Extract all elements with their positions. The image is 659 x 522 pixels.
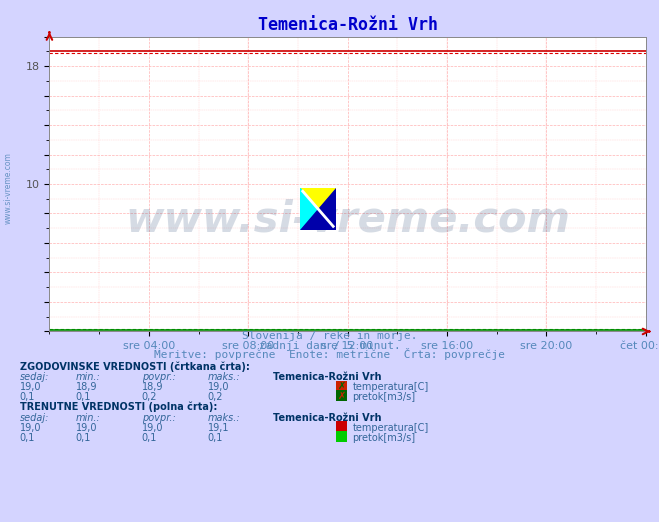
Text: Temenica-Rožni Vrh: Temenica-Rožni Vrh (273, 372, 382, 382)
Text: 0,1: 0,1 (142, 433, 157, 443)
Text: Temenica-Rožni Vrh: Temenica-Rožni Vrh (273, 413, 382, 423)
Text: pretok[m3/s]: pretok[m3/s] (353, 392, 416, 402)
Text: ZGODOVINSKE VREDNOSTI (črtkana črta):: ZGODOVINSKE VREDNOSTI (črtkana črta): (20, 361, 250, 372)
Text: 19,0: 19,0 (142, 423, 163, 433)
Text: 19,0: 19,0 (76, 423, 98, 433)
Text: sedaj:: sedaj: (20, 413, 49, 423)
Text: Slovenija / reke in morje.: Slovenija / reke in morje. (242, 331, 417, 341)
Text: 19,0: 19,0 (208, 382, 229, 392)
Text: maks.:: maks.: (208, 372, 241, 382)
Text: ✗: ✗ (337, 390, 346, 401)
Text: min.:: min.: (76, 372, 101, 382)
Text: 19,0: 19,0 (20, 382, 42, 392)
Text: www.si-vreme.com: www.si-vreme.com (125, 198, 570, 241)
Polygon shape (300, 188, 336, 230)
Text: 18,9: 18,9 (142, 382, 163, 392)
Text: sedaj:: sedaj: (20, 372, 49, 382)
Text: 18,9: 18,9 (76, 382, 98, 392)
Text: 0,1: 0,1 (76, 392, 91, 402)
Text: pretok[m3/s]: pretok[m3/s] (353, 433, 416, 443)
Text: 0,1: 0,1 (20, 433, 35, 443)
Text: 0,2: 0,2 (208, 392, 223, 402)
Text: ✗: ✗ (337, 381, 346, 391)
Text: TRENUTNE VREDNOSTI (polna črta):: TRENUTNE VREDNOSTI (polna črta): (20, 402, 217, 412)
Text: temperatura[C]: temperatura[C] (353, 423, 429, 433)
Text: Meritve: povprečne  Enote: metrične  Črta: povprečje: Meritve: povprečne Enote: metrične Črta:… (154, 348, 505, 360)
Text: maks.:: maks.: (208, 413, 241, 423)
Text: temperatura[C]: temperatura[C] (353, 382, 429, 392)
Text: povpr.:: povpr.: (142, 413, 175, 423)
Text: zadnji dan / 5 minut.: zadnji dan / 5 minut. (258, 341, 401, 351)
Text: 19,1: 19,1 (208, 423, 229, 433)
Text: www.si-vreme.com: www.si-vreme.com (4, 152, 13, 224)
Text: min.:: min.: (76, 413, 101, 423)
Text: 0,1: 0,1 (20, 392, 35, 402)
Text: 0,2: 0,2 (142, 392, 158, 402)
Text: povpr.:: povpr.: (142, 372, 175, 382)
Text: 0,1: 0,1 (76, 433, 91, 443)
Text: 19,0: 19,0 (20, 423, 42, 433)
Title: Temenica-Rožni Vrh: Temenica-Rožni Vrh (258, 16, 438, 33)
Polygon shape (300, 188, 336, 230)
Text: 0,1: 0,1 (208, 433, 223, 443)
